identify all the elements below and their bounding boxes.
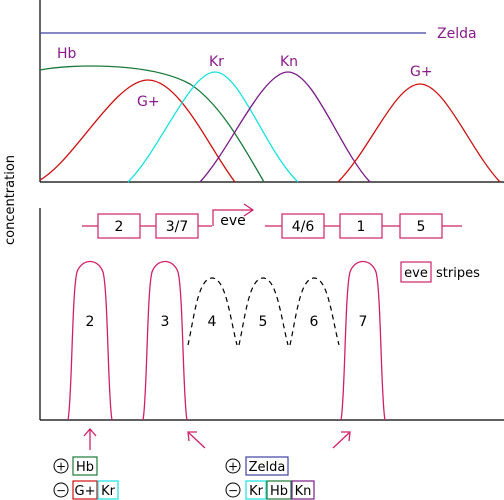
regulation-left: + − Hb G+ Kr — [53, 456, 119, 500]
module-5-label: 5 — [417, 219, 426, 235]
repressor-sign-left — [53, 482, 69, 498]
legend-text: stripes — [436, 266, 480, 281]
activator-zelda-box — [245, 456, 289, 476]
stripe-6-label: 6 — [310, 314, 319, 330]
zelda-label: Zelda — [437, 26, 477, 42]
activator-sign-left — [53, 458, 69, 474]
repressor-sign-right-text: − — [228, 484, 238, 498]
giant-left-curve — [39, 79, 236, 183]
stripe-4-label: 4 — [208, 314, 217, 330]
activator-hb-label: Hb — [76, 460, 94, 475]
promoter-label: eve — [220, 213, 246, 229]
giant-right-label: G+ — [410, 64, 433, 80]
top-panel: Zelda Hb G+ Kr Kn G+ — [39, 0, 504, 183]
kr-curve — [127, 71, 299, 183]
module-2-box — [97, 213, 141, 239]
stripe-5-label: 5 — [259, 314, 268, 330]
activator-zelda-label: Zelda — [249, 460, 286, 475]
legend-box-label: eve — [404, 266, 428, 281]
legend-box — [400, 261, 432, 283]
activator-hb-box — [72, 456, 98, 476]
repressor-kr-label-right: Kr — [249, 484, 264, 499]
repressor-sign-right — [225, 482, 241, 498]
activator-sign-left-text: + — [56, 460, 66, 474]
stripe-3-peak — [142, 260, 188, 421]
module-4-6-label: 4/6 — [292, 219, 315, 235]
module-3-7-box — [155, 213, 199, 239]
hb-label: Hb — [57, 46, 77, 62]
legend: eve stripes — [400, 261, 480, 283]
repressor-kr-label-left: Kr — [101, 484, 116, 499]
activator-sign-right — [225, 458, 241, 474]
repressor-hb-box-right — [266, 480, 292, 500]
promoter-arrow — [212, 203, 255, 226]
kr-label: Kr — [209, 54, 224, 70]
bottom-panel: 2 3/7 eve 4/6 1 5 eve stripes 2 3 7 — [39, 203, 504, 421]
arrow-stripe-2 — [83, 428, 97, 450]
stripe-3-label: 3 — [161, 314, 170, 330]
regulation-right: + − Zelda Kr Hb Kn — [225, 456, 315, 500]
repressor-giant-box — [72, 480, 98, 500]
stripe-2-peak — [67, 260, 113, 421]
hb-curve — [39, 65, 265, 183]
kn-curve — [199, 71, 371, 183]
y-axis-label: concentration — [3, 155, 18, 245]
stripe-7-label: 7 — [359, 314, 368, 330]
gene-map: 2 3/7 eve 4/6 1 5 — [82, 203, 462, 239]
activator-sign-right-text: + — [228, 460, 238, 474]
module-5-box — [399, 213, 443, 239]
repressor-kr-box-left — [97, 480, 119, 500]
arrow-stripe-7 — [332, 431, 351, 449]
stripe-6-peak — [289, 277, 340, 346]
stripe-7-peak — [340, 260, 386, 421]
module-2-label: 2 — [115, 219, 124, 235]
stripe-4-peak — [187, 277, 238, 346]
module-4-6-box — [281, 213, 325, 239]
kn-label: Kn — [280, 54, 298, 70]
regulation-arrows — [83, 428, 351, 450]
repressor-kr-box-right — [245, 480, 267, 500]
repressor-sign-left-text: − — [56, 484, 66, 498]
repressor-kn-box-right — [291, 480, 315, 500]
repressor-hb-label-right: Hb — [270, 484, 288, 499]
giant-right-curve — [337, 83, 501, 183]
stripe-2-label: 2 — [86, 314, 95, 330]
stripe-5-peak — [238, 277, 289, 346]
repressor-giant-label: G+ — [75, 484, 96, 499]
repressor-kn-label-right: Kn — [295, 484, 312, 499]
giant-left-label: G+ — [137, 94, 160, 110]
module-1-label: 1 — [357, 219, 366, 235]
arrow-stripe-3 — [187, 431, 206, 449]
module-3-7-label: 3/7 — [166, 219, 189, 235]
module-1-box — [339, 213, 383, 239]
